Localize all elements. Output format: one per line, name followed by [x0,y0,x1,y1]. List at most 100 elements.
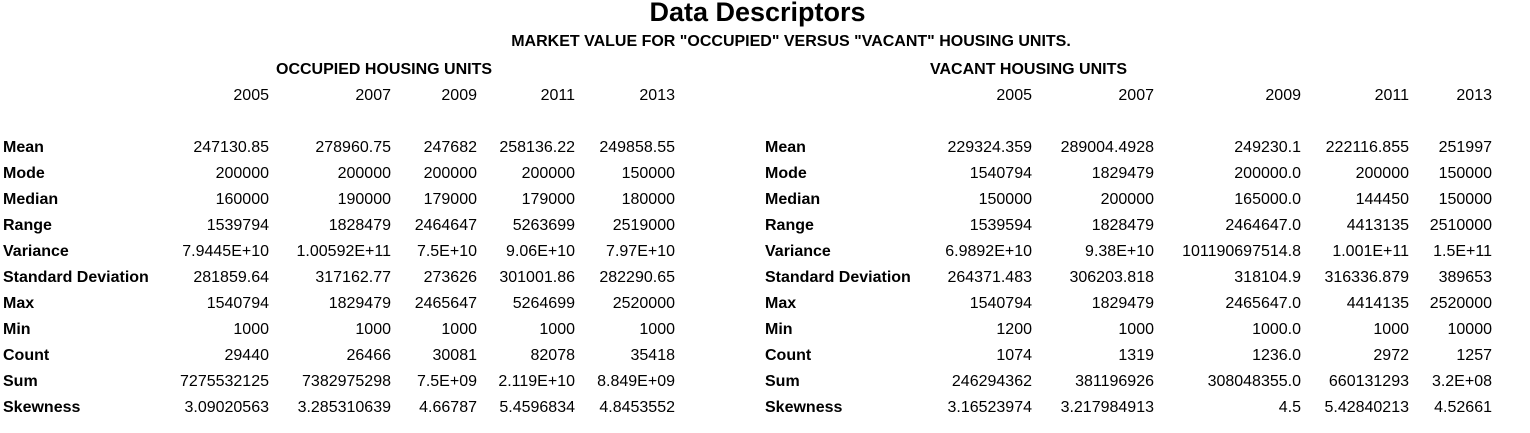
vacant-row-label: Count [765,347,812,364]
vacant-value-cell: 318104.9 [1234,269,1301,286]
page-subtitle: MARKET VALUE FOR "OCCUPIED" VERSUS "VACA… [511,33,1071,50]
vacant-value-cell: 4413135 [1346,217,1409,234]
vacant-value-cell: 200000.0 [1234,165,1301,182]
occupied-value-cell: 282290.65 [599,269,675,286]
occupied-value-cell: 9.06E+10 [506,243,575,260]
occupied-row-label: Variance [3,243,69,260]
occupied-value-cell: 1539794 [206,217,269,234]
vacant-section-heading: VACANT HOUSING UNITS [930,61,1128,78]
occupied-row-label: Mode [3,165,45,182]
occupied-year-header: 2011 [540,87,575,104]
occupied-value-cell: 7.97E+10 [606,243,675,260]
occupied-row-label: Range [3,217,52,234]
vacant-value-cell: 2465647.0 [1225,295,1301,312]
vacant-value-cell: 1828479 [1091,217,1154,234]
occupied-value-cell: 8.849E+09 [597,373,675,390]
vacant-value-cell: 1540794 [969,165,1032,182]
vacant-value-cell: 2972 [1373,347,1409,364]
vacant-value-cell: 2464647.0 [1225,217,1301,234]
vacant-value-cell: 3.2E+08 [1431,373,1492,390]
occupied-value-cell: 7275532125 [180,373,269,390]
occupied-year-header: 2005 [233,87,269,104]
vacant-value-cell: 316336.879 [1324,269,1409,286]
occupied-value-cell: 5.4596834 [499,399,575,416]
occupied-value-cell: 1000 [441,321,477,338]
vacant-row-label: Variance [765,243,831,260]
vacant-value-cell: 229324.359 [947,139,1032,156]
vacant-value-cell: 165000.0 [1234,191,1301,208]
occupied-row-label: Standard Deviation [3,269,149,286]
occupied-value-cell: 3.285310639 [297,399,391,416]
occupied-value-cell: 247682 [423,139,477,156]
vacant-value-cell: 308048355.0 [1207,373,1301,390]
vacant-value-cell: 222116.855 [1325,139,1409,156]
vacant-value-cell: 5.42840213 [1324,399,1409,416]
vacant-value-cell: 3.16523974 [947,399,1032,416]
vacant-value-cell: 1000.0 [1252,321,1301,338]
occupied-value-cell: 26466 [346,347,392,364]
vacant-value-cell: 3.217984913 [1060,399,1154,416]
vacant-value-cell: 4.52661 [1434,399,1492,416]
occupied-value-cell: 2.119E+10 [498,373,575,390]
occupied-value-cell: 160000 [215,191,269,208]
occupied-value-cell: 29440 [224,347,270,364]
occupied-value-cell: 7.9445E+10 [182,243,269,260]
occupied-value-cell: 200000 [521,165,575,182]
vacant-year-header: 2005 [996,87,1032,104]
vacant-value-cell: 660131293 [1328,373,1409,390]
occupied-row-label: Count [3,347,50,364]
occupied-value-cell: 1540794 [206,295,269,312]
vacant-value-cell: 381196926 [1075,373,1154,390]
vacant-value-cell: 10000 [1447,321,1493,338]
occupied-value-cell: 7382975298 [302,373,391,390]
vacant-value-cell: 144450 [1355,191,1409,208]
occupied-value-cell: 258136.22 [499,139,575,156]
vacant-value-cell: 306203.818 [1069,269,1154,286]
vacant-year-header: 2007 [1118,87,1154,104]
occupied-row-label: Min [3,321,31,338]
occupied-row-label: Max [3,295,35,312]
vacant-value-cell: 1539594 [969,217,1032,234]
vacant-value-cell: 4414135 [1346,295,1409,312]
occupied-value-cell: 5263699 [512,217,575,234]
occupied-value-cell: 281859.64 [193,269,269,286]
vacant-year-header: 2011 [1374,87,1409,104]
occupied-value-cell: 30081 [432,347,478,364]
vacant-value-cell: 150000 [978,191,1032,208]
vacant-value-cell: 264371.483 [947,269,1032,286]
vacant-value-cell: 1074 [996,347,1032,364]
occupied-value-cell: 2519000 [612,217,675,234]
vacant-value-cell: 1236.0 [1252,347,1301,364]
vacant-value-cell: 6.9892E+10 [945,243,1032,260]
occupied-value-cell: 35418 [630,347,676,364]
vacant-value-cell: 389653 [1438,269,1492,286]
page-title: Data Descriptors [649,0,866,27]
vacant-value-cell: 4.5 [1278,399,1301,416]
occupied-value-cell: 4.66787 [419,399,477,416]
vacant-value-cell: 246294362 [951,373,1032,390]
occupied-value-cell: 2465647 [414,295,477,312]
occupied-year-header: 2009 [441,87,477,104]
vacant-row-label: Range [765,217,814,234]
occupied-section-heading: OCCUPIED HOUSING UNITS [276,61,493,78]
occupied-value-cell: 247130.85 [193,139,269,156]
occupied-value-cell: 7.5E+09 [416,373,477,390]
vacant-value-cell: 251997 [1438,139,1492,156]
vacant-row-label: Max [765,295,797,312]
vacant-value-cell: 200000 [1355,165,1409,182]
occupied-row-label: Skewness [3,399,81,416]
occupied-value-cell: 179000 [521,191,575,208]
occupied-value-cell: 3.09020563 [184,399,269,416]
occupied-value-cell: 1000 [233,321,269,338]
vacant-value-cell: 1829479 [1091,295,1154,312]
occupied-value-cell: 278960.75 [315,139,391,156]
vacant-value-cell: 101190697514.8 [1182,243,1301,260]
vacant-row-label: Skewness [765,399,843,416]
vacant-value-cell: 1319 [1118,347,1154,364]
vacant-year-header: 2013 [1456,87,1492,104]
vacant-value-cell: 1829479 [1091,165,1154,182]
occupied-value-cell: 1000 [355,321,391,338]
occupied-value-cell: 5264699 [512,295,575,312]
